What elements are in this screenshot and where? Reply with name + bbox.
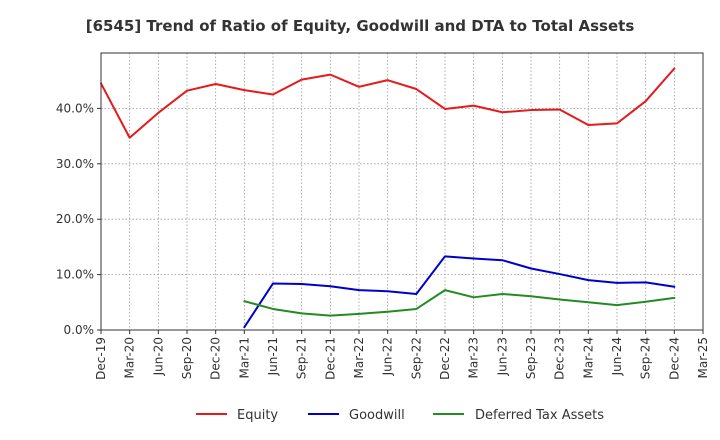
x-tick-label: Sep-20 [180, 337, 194, 379]
series-layer [100, 67, 676, 329]
axes: 0.0% 10.0% 20.0% 30.0% 40.0% Dec-19 Mar-20 Jun-… [56, 52, 710, 380]
plot-frame [100, 52, 704, 331]
series-line-goodwill [243, 255, 676, 329]
x-tick-label: Dec-19 [94, 337, 108, 380]
x-tick-label: Sep-22 [409, 337, 423, 379]
legend: Equity Goodwill Deferred Tax Assets [196, 408, 604, 423]
x-tick-label: Mar-20 [123, 337, 137, 378]
legend-label-equity: Equity [237, 408, 278, 423]
y-tick-label: 40.0% [56, 101, 94, 115]
plot-background [101, 53, 703, 330]
x-tick-label: Dec-21 [323, 337, 337, 380]
x-tick-label: Jun-21 [266, 337, 280, 376]
x-tick-label: Dec-24 [667, 337, 681, 380]
x-tick-label: Mar-24 [581, 337, 595, 378]
y-tick-label: 0.0% [64, 323, 95, 337]
x-tick-label: Sep-21 [295, 337, 309, 379]
x-tick-label: Jun-22 [381, 337, 395, 376]
gridlines [100, 53, 704, 330]
y-tick-label: 20.0% [56, 212, 94, 226]
x-tick-label: Dec-20 [209, 337, 223, 380]
x-tick-label: Mar-21 [237, 337, 251, 378]
legend-label-deferred-tax-assets: Deferred Tax Assets [475, 408, 604, 423]
x-tick-label: Jun-24 [610, 337, 624, 376]
y-tick-label: 30.0% [56, 157, 94, 171]
x-tick-label: Mar-22 [352, 337, 366, 378]
x-tick-label: Jun-20 [151, 337, 165, 376]
plot-area [101, 53, 703, 330]
series-line-equity [100, 67, 676, 139]
x-tick-label: Dec-23 [553, 337, 567, 380]
chart-title: [6545] Trend of Ratio of Equity, Goodwil… [86, 17, 635, 35]
x-tick-label: Jun-23 [495, 337, 509, 376]
x-tick-label: Sep-23 [524, 337, 538, 379]
legend-label-goodwill: Goodwill [349, 408, 405, 423]
x-tick-label: Sep-24 [639, 337, 653, 379]
x-tick-label: Dec-22 [438, 337, 452, 380]
x-tick-label: Mar-23 [467, 337, 481, 378]
x-tick-label: Mar-25 [696, 337, 710, 378]
series-line-deferred-tax-assets [243, 289, 676, 317]
y-tick-label: 10.0% [56, 268, 94, 282]
